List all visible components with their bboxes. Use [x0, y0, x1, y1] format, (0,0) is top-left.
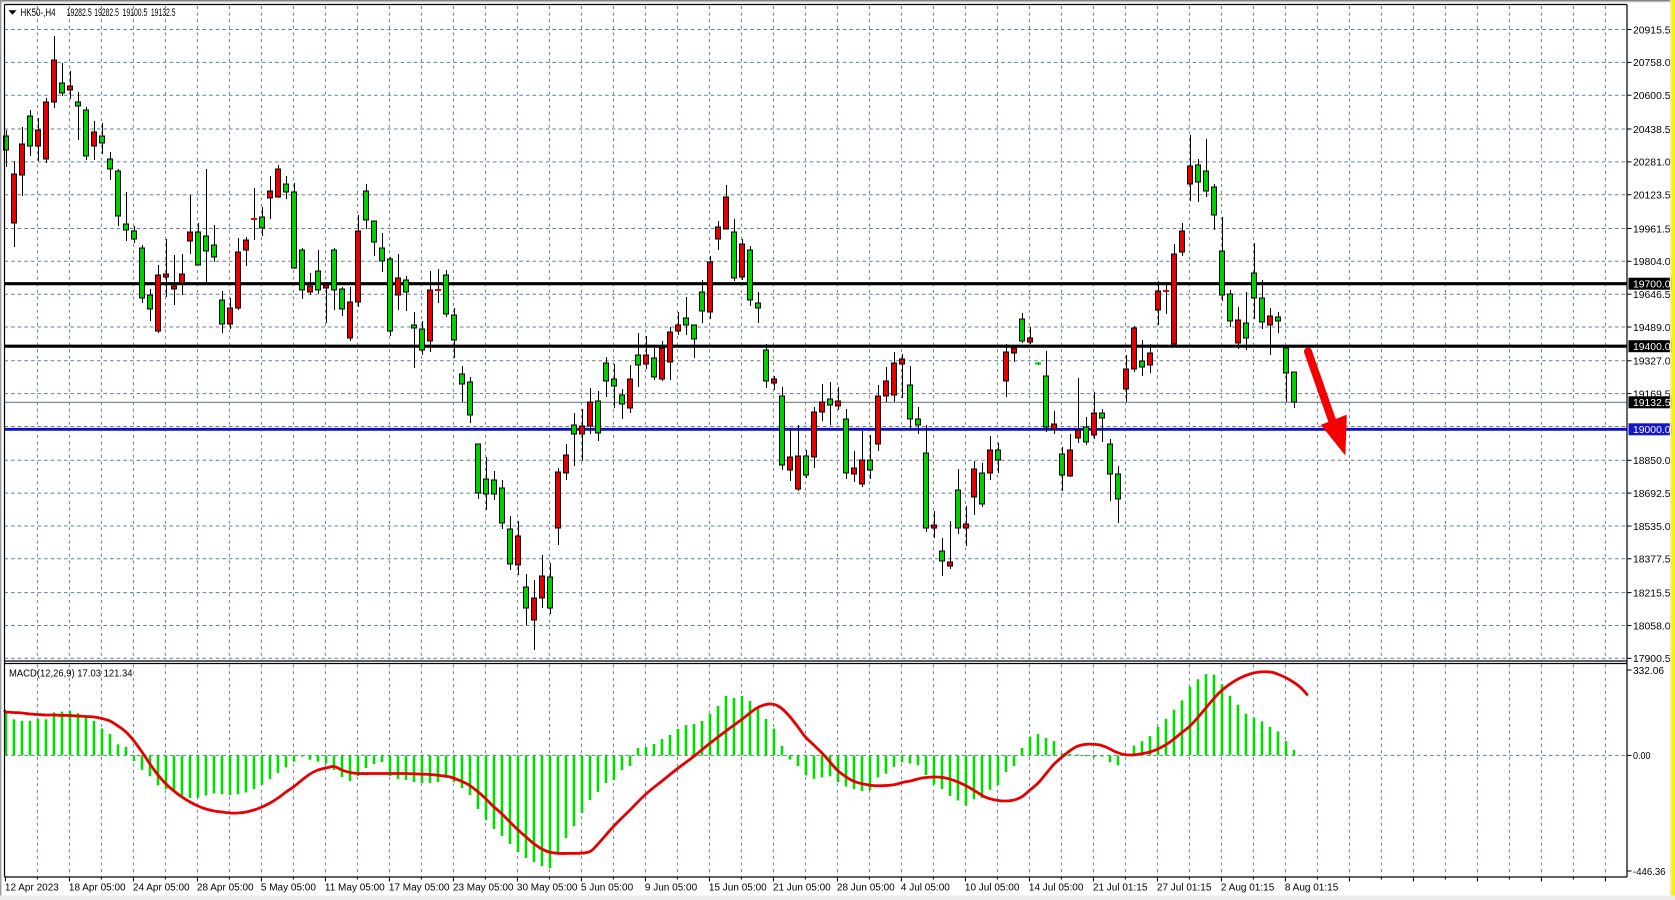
- svg-text:19132.5: 19132.5: [1633, 397, 1671, 409]
- svg-text:9 Jun 05:00: 9 Jun 05:00: [645, 883, 698, 894]
- svg-text:19282.5: 19282.5: [67, 7, 92, 19]
- svg-text:5 May 05:00: 5 May 05:00: [261, 883, 316, 894]
- svg-text:18 Apr 05:00: 18 Apr 05:00: [69, 883, 126, 894]
- svg-text:19100.5: 19100.5: [123, 7, 148, 19]
- svg-text:19400.0: 19400.0: [1633, 341, 1671, 353]
- svg-text:MACD(12,26,9) 17.03 121.34: MACD(12,26,9) 17.03 121.34: [9, 668, 133, 680]
- svg-text:28 Jun 05:00: 28 Jun 05:00: [837, 883, 895, 894]
- svg-text:15 Jun 05:00: 15 Jun 05:00: [709, 883, 767, 894]
- svg-text:30 May 05:00: 30 May 05:00: [517, 883, 578, 894]
- svg-text:HK50-,H4: HK50-,H4: [21, 7, 56, 19]
- svg-text:2 Aug 01:15: 2 Aug 01:15: [1221, 883, 1275, 894]
- svg-text:8 Aug 01:15: 8 Aug 01:15: [1285, 883, 1339, 894]
- svg-text:14 Jul 05:00: 14 Jul 05:00: [1029, 883, 1084, 894]
- svg-text:21 Jul 01:15: 21 Jul 01:15: [1093, 883, 1148, 894]
- svg-text:27 Jul 01:15: 27 Jul 01:15: [1157, 883, 1212, 894]
- svg-text:19961.5: 19961.5: [1633, 223, 1671, 235]
- svg-text:24 Apr 05:00: 24 Apr 05:00: [133, 883, 190, 894]
- svg-text:20281.0: 20281.0: [1633, 157, 1671, 169]
- svg-text:4 Jul 05:00: 4 Jul 05:00: [901, 883, 950, 894]
- svg-text:19282.5: 19282.5: [94, 7, 119, 19]
- svg-text:20123.5: 20123.5: [1633, 190, 1671, 202]
- svg-text:0.00: 0.00: [1633, 750, 1651, 762]
- svg-text:18058.0: 18058.0: [1633, 620, 1671, 632]
- svg-text:19000.0: 19000.0: [1633, 424, 1671, 436]
- svg-text:20600.5: 20600.5: [1633, 90, 1671, 102]
- svg-text:18692.5: 18692.5: [1633, 488, 1671, 500]
- svg-text:23 May 05:00: 23 May 05:00: [453, 883, 514, 894]
- svg-text:19327.0: 19327.0: [1633, 356, 1671, 368]
- svg-text:20758.0: 20758.0: [1633, 57, 1671, 69]
- svg-text:5 Jun 05:00: 5 Jun 05:00: [581, 883, 634, 894]
- svg-text:21 Jun 05:00: 21 Jun 05:00: [773, 883, 831, 894]
- svg-text:17900.5: 17900.5: [1633, 653, 1671, 665]
- svg-text:18377.5: 18377.5: [1633, 554, 1671, 566]
- svg-text:19489.0: 19489.0: [1633, 322, 1671, 334]
- svg-text:12 Apr 2023: 12 Apr 2023: [5, 883, 59, 894]
- svg-text:11 May 05:00: 11 May 05:00: [325, 883, 385, 894]
- svg-text:20915.5: 20915.5: [1633, 24, 1671, 36]
- svg-text:19646.5: 19646.5: [1633, 289, 1671, 301]
- svg-text:28 Apr 05:00: 28 Apr 05:00: [197, 883, 254, 894]
- svg-text:10 Jul 05:00: 10 Jul 05:00: [965, 883, 1020, 894]
- svg-text:18215.5: 18215.5: [1633, 587, 1671, 599]
- svg-text:19700.0: 19700.0: [1633, 279, 1671, 291]
- svg-text:332.06: 332.06: [1633, 665, 1664, 677]
- svg-text:18535.0: 18535.0: [1633, 521, 1671, 533]
- svg-text:17 May 05:00: 17 May 05:00: [389, 883, 450, 894]
- svg-text:19804.0: 19804.0: [1633, 256, 1671, 268]
- svg-text:20438.5: 20438.5: [1633, 124, 1671, 136]
- svg-text:18850.0: 18850.0: [1633, 455, 1671, 467]
- svg-text:19132.5: 19132.5: [151, 7, 176, 19]
- svg-text:-446.36: -446.36: [1633, 866, 1666, 878]
